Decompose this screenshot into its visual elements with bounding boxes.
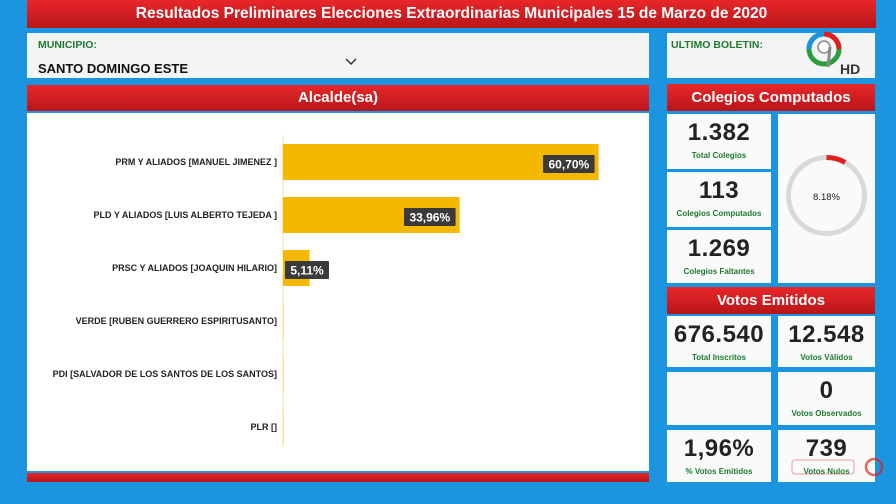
category-label: VERDE [RUBEN GUERRERO ESPIRITUSANTO] [76, 316, 277, 326]
votos-observados-label: Votos Observados [791, 409, 862, 418]
value-label-bg [285, 261, 329, 279]
bar [283, 356, 284, 392]
votos-observados-card: 0 Votos Observados [778, 372, 875, 425]
colegios-faltantes-value: 1.269 [687, 235, 751, 262]
votos-validos-label: Votos Válidos [800, 353, 853, 362]
chevron-down-icon[interactable] [345, 57, 357, 67]
votos-observados-value: 0 [819, 377, 834, 404]
total-colegios-label: Total Colegios [691, 151, 747, 160]
porcentaje-votos-value: 1,96% [683, 435, 755, 462]
alcalde-section-header: Alcalde(sa) [27, 85, 649, 111]
category-label: PRM Y ALIADOS [MANUEL JIMENEZ ] [115, 157, 277, 167]
value-label-bg [543, 155, 595, 173]
total-inscritos-card: 676.540 Total Inscritos [667, 316, 771, 367]
empty-card [667, 372, 771, 425]
colegios-faltantes-card: 1.269 Colegios Faltantes [667, 230, 771, 283]
value-label: 60,70% [548, 158, 589, 172]
bar-chart: PRM Y ALIADOS [MANUEL JIMENEZ ] 60,70% PLD… [53, 135, 599, 447]
bar [283, 409, 284, 445]
porcentaje-votos-card: 1,96% % Votos Emitidos [667, 430, 771, 482]
total-inscritos-label: Total Inscritos [691, 353, 747, 362]
chart-bottom-bar [27, 473, 649, 482]
total-colegios-card: 1.382 Total Colegios [667, 114, 771, 169]
progress-ring-fill [786, 155, 867, 236]
total-colegios-value: 1.382 [687, 119, 751, 146]
value-label-bg [403, 208, 456, 226]
total-inscritos-value: 676.540 [673, 321, 765, 348]
value-label: 33,96% [409, 211, 450, 225]
colegios-computados-card: 113 Colegios Computados [667, 172, 771, 227]
svg-text:HD: HD [840, 61, 860, 77]
colegios-progress-gauge: 8.18% [778, 114, 875, 283]
alcalde-results-chart: PRM Y ALIADOS [MANUEL JIMENEZ ] 60,70% PLD… [27, 113, 649, 471]
ultimo-boletin-panel: ULTIMO BOLETIN: HD [667, 31, 875, 78]
progress-percent: 8.18% [813, 192, 840, 203]
ultimo-boletin-label: ULTIMO BOLETIN: [671, 39, 763, 51]
colegios-computados-label: Colegios Computados [676, 209, 762, 218]
category-label: PRSC Y ALIADOS [JOAQUIN HILARIO] [112, 263, 277, 273]
votos-validos-card: 12.548 Votos Válidos [778, 316, 875, 367]
municipio-label: MUNICIPIO: [38, 39, 97, 51]
votos-validos-value: 12.548 [788, 321, 865, 348]
broadcaster-watermark-icon [791, 457, 884, 477]
results-title-banner: Resultados Preliminares Elecciones Extra… [27, 0, 876, 28]
category-label: PDI [SALVADOR DE LOS SANTOS DE LOS SANTO… [53, 369, 277, 379]
progress-ring [786, 155, 867, 236]
votos-emitidos-header: Votos Emitidos [667, 287, 875, 314]
value-label: 5,11% [290, 264, 324, 278]
votos-nulos-value: 739 [805, 435, 848, 462]
municipio-value: SANTO DOMINGO ESTE [38, 61, 188, 76]
votos-nulos-label: Votos Nulos [803, 467, 850, 476]
bar [283, 303, 284, 339]
colegios-computados-header: Colegios Computados [667, 84, 875, 111]
colegios-computados-value: 113 [698, 177, 740, 204]
colegios-faltantes-label: Colegios Faltantes [683, 267, 755, 276]
category-label: PLD Y ALIADOS [LUIS ALBERTO TEJEDA ] [93, 210, 277, 220]
channel-9-hd-logo-icon: HD [806, 31, 860, 77]
porcentaje-votos-label: % Votos Emitidos [685, 467, 753, 476]
municipio-selector[interactable]: MUNICIPIO: SANTO DOMINGO ESTE [27, 33, 649, 78]
category-label: PLR [] [251, 422, 278, 432]
votos-nulos-card: 739 Votos Nulos [778, 430, 875, 482]
